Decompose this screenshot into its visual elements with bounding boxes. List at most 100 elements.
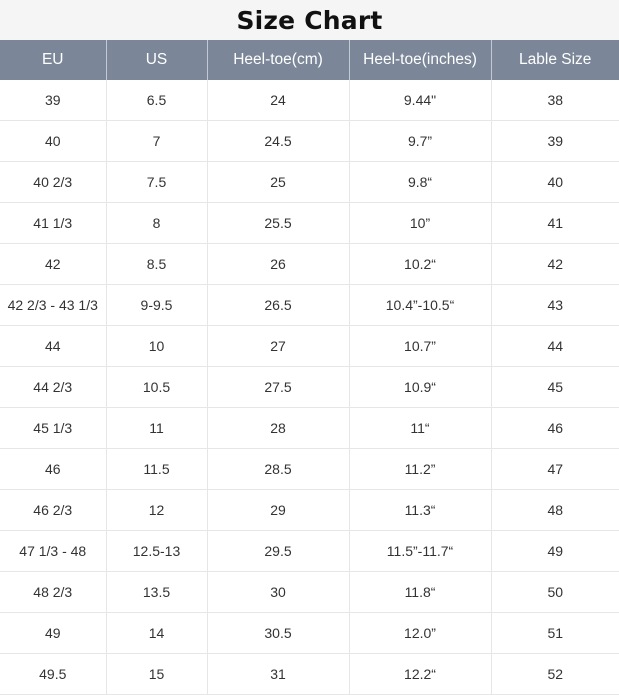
cell-eu: 42	[0, 243, 107, 285]
cell-label-size: 50	[491, 571, 619, 613]
cell-us: 9-9.5	[106, 284, 208, 326]
header-eu: EU	[0, 40, 107, 80]
cell-heel-toe-cm: 24.5	[207, 120, 350, 162]
cell-us: 13.5	[106, 571, 208, 613]
cell-label-size: 49	[491, 530, 619, 572]
table-row: 44 2/3 10.5 27.5 10.9“ 45	[0, 366, 619, 408]
cell-heel-toe-inches: 11.8“	[349, 571, 492, 613]
cell-label-size: 44	[491, 325, 619, 367]
cell-heel-toe-inches: 9.8“	[349, 161, 492, 203]
table-row: 40 2/3 7.5 25 9.8“ 40	[0, 161, 619, 203]
cell-label-size: 48	[491, 489, 619, 531]
cell-heel-toe-cm: 29.5	[207, 530, 350, 572]
cell-us: 10.5	[106, 366, 208, 408]
table-row: 42 2/3 - 43 1/3 9-9.5 26.5 10.4”-10.5“ 43	[0, 284, 619, 326]
header-row: EU US Heel-toe(cm) Heel-toe(inches) Lable Si…	[0, 40, 619, 80]
cell-heel-toe-inches: 10.2“	[349, 243, 492, 285]
cell-heel-toe-inches: 10.4”-10.5“	[349, 284, 492, 326]
cell-label-size: 47	[491, 448, 619, 490]
cell-eu: 41 1/3	[0, 202, 107, 244]
cell-eu: 39	[0, 80, 107, 121]
size-chart-table: EU US Heel-toe(cm) Heel-toe(inches) Lable Si…	[0, 40, 619, 695]
table-row: 46 2/3 12 29 11.3“ 48	[0, 489, 619, 531]
cell-heel-toe-cm: 25.5	[207, 202, 350, 244]
header-us: US	[106, 40, 208, 80]
cell-label-size: 38	[491, 80, 619, 121]
table-row: 41 1/3 8 25.5 10” 41	[0, 202, 619, 244]
cell-heel-toe-inches: 12.2“	[349, 653, 492, 695]
cell-eu: 46 2/3	[0, 489, 107, 531]
cell-label-size: 52	[491, 653, 619, 695]
cell-label-size: 45	[491, 366, 619, 408]
cell-eu: 44	[0, 325, 107, 367]
cell-heel-toe-inches: 10.9“	[349, 366, 492, 408]
table-header: EU US Heel-toe(cm) Heel-toe(inches) Lable Si…	[0, 40, 619, 80]
cell-heel-toe-inches: 10”	[349, 202, 492, 244]
cell-heel-toe-cm: 30	[207, 571, 350, 613]
cell-heel-toe-cm: 28.5	[207, 448, 350, 490]
cell-heel-toe-inches: 11.3“	[349, 489, 492, 531]
cell-label-size: 41	[491, 202, 619, 244]
cell-label-size: 43	[491, 284, 619, 326]
table-row: 47 1/3 - 48 12.5-13 29.5 11.5”-11.7“ 49	[0, 530, 619, 572]
cell-us: 8.5	[106, 243, 208, 285]
cell-heel-toe-inches: 11.5”-11.7“	[349, 530, 492, 572]
cell-eu: 44 2/3	[0, 366, 107, 408]
cell-us: 6.5	[106, 80, 208, 121]
cell-heel-toe-cm: 26	[207, 243, 350, 285]
cell-heel-toe-inches: 9.7”	[349, 120, 492, 162]
cell-heel-toe-cm: 28	[207, 407, 350, 449]
table-row: 42 8.5 26 10.2“ 42	[0, 243, 619, 285]
cell-us: 15	[106, 653, 208, 695]
table-row: 39 6.5 24 9.44" 38	[0, 80, 619, 121]
cell-us: 11.5	[106, 448, 208, 490]
table-row: 46 11.5 28.5 11.2” 47	[0, 448, 619, 490]
cell-eu: 47 1/3 - 48	[0, 530, 107, 572]
cell-eu: 46	[0, 448, 107, 490]
table-row: 48 2/3 13.5 30 11.8“ 50	[0, 571, 619, 613]
cell-heel-toe-cm: 31	[207, 653, 350, 695]
cell-us: 12	[106, 489, 208, 531]
cell-heel-toe-cm: 27	[207, 325, 350, 367]
table-row: 49 14 30.5 12.0” 51	[0, 612, 619, 654]
cell-eu: 48 2/3	[0, 571, 107, 613]
cell-us: 7	[106, 120, 208, 162]
cell-eu: 40 2/3	[0, 161, 107, 203]
cell-label-size: 51	[491, 612, 619, 654]
header-heel-toe-inches: Heel-toe(inches)	[349, 40, 492, 80]
table-row: 49.5 15 31 12.2“ 52	[0, 653, 619, 695]
cell-heel-toe-cm: 24	[207, 80, 350, 121]
cell-eu: 49	[0, 612, 107, 654]
cell-heel-toe-inches: 12.0”	[349, 612, 492, 654]
cell-heel-toe-inches: 11.2”	[349, 448, 492, 490]
cell-us: 7.5	[106, 161, 208, 203]
cell-heel-toe-cm: 26.5	[207, 284, 350, 326]
cell-heel-toe-cm: 27.5	[207, 366, 350, 408]
cell-label-size: 40	[491, 161, 619, 203]
cell-label-size: 42	[491, 243, 619, 285]
cell-heel-toe-cm: 30.5	[207, 612, 350, 654]
cell-heel-toe-cm: 29	[207, 489, 350, 531]
cell-eu: 42 2/3 - 43 1/3	[0, 284, 107, 326]
cell-heel-toe-inches: 9.44"	[349, 80, 492, 121]
table-row: 45 1/3 11 28 11“ 46	[0, 407, 619, 449]
header-heel-toe-cm: Heel-toe(cm)	[207, 40, 350, 80]
cell-eu: 49.5	[0, 653, 107, 695]
cell-us: 11	[106, 407, 208, 449]
table-row: 40 7 24.5 9.7” 39	[0, 120, 619, 162]
title-bar: Size Chart	[0, 0, 619, 40]
cell-eu: 40	[0, 120, 107, 162]
cell-us: 10	[106, 325, 208, 367]
table-row: 44 10 27 10.7” 44	[0, 325, 619, 367]
cell-us: 12.5-13	[106, 530, 208, 572]
cell-heel-toe-inches: 11“	[349, 407, 492, 449]
cell-us: 8	[106, 202, 208, 244]
cell-label-size: 46	[491, 407, 619, 449]
page-title: Size Chart	[236, 5, 383, 35]
table-body: 39 6.5 24 9.44" 38 40 7 24.5 9.7” 39 40 2/3 7.5 25 9.…	[0, 80, 619, 695]
cell-label-size: 39	[491, 120, 619, 162]
cell-eu: 45 1/3	[0, 407, 107, 449]
header-label-size: Lable Size	[491, 40, 619, 80]
cell-heel-toe-cm: 25	[207, 161, 350, 203]
cell-heel-toe-inches: 10.7”	[349, 325, 492, 367]
